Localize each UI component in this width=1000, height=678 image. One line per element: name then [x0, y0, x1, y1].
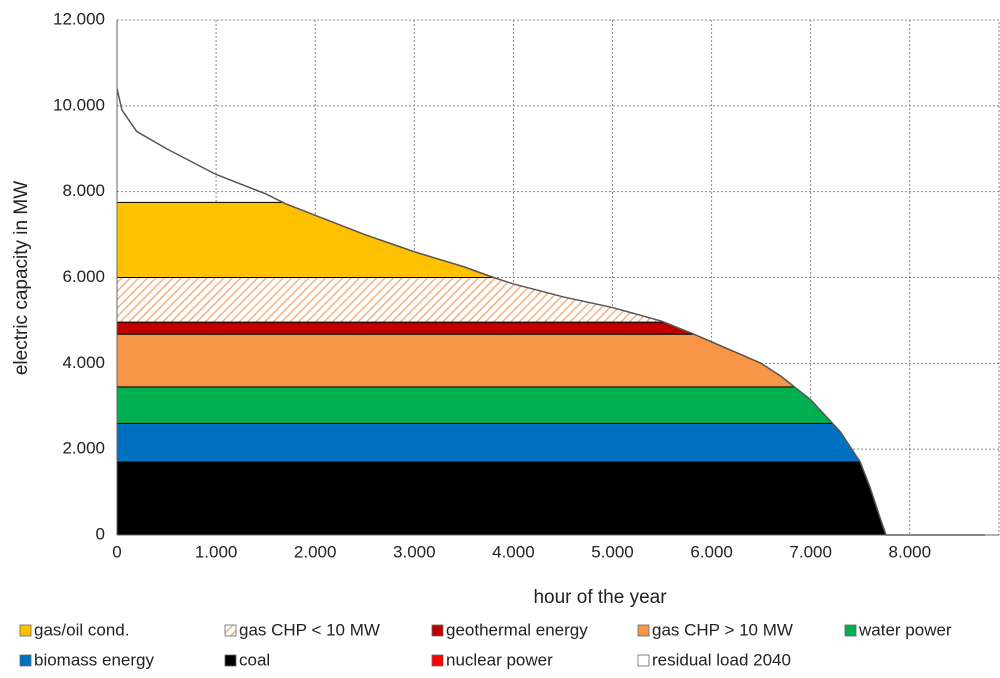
y-tick-label: 4.000	[62, 353, 105, 372]
y-tick-label: 2.000	[62, 439, 105, 458]
x-axis-label: hour of the year	[533, 587, 667, 608]
y-axis-label: electric capacity in MW	[11, 181, 32, 375]
legend-label: gas/oil cond.	[34, 620, 129, 639]
legend-swatch	[431, 624, 444, 637]
legend-label: residual load 2040	[652, 650, 791, 669]
legend-label: biomass energy	[34, 650, 155, 669]
legend-swatch	[637, 624, 650, 637]
x-tick-label: 8.000	[889, 542, 932, 561]
x-tick-label: 0	[112, 542, 121, 561]
legend-swatch	[431, 654, 444, 667]
legend-swatch	[19, 624, 32, 637]
legend-swatch	[844, 624, 857, 637]
x-tick-label: 6.000	[690, 542, 733, 561]
legend-label: nuclear power	[446, 650, 553, 669]
legend-label: water power	[858, 620, 952, 639]
residual-load-line	[116, 88, 986, 536]
y-tick-label: 6.000	[62, 267, 105, 286]
x-tick-label: 3.000	[393, 542, 436, 561]
legend-swatch	[637, 654, 650, 667]
legend-label: geothermal energy	[446, 620, 588, 639]
y-tick-label: 10.000	[53, 95, 105, 114]
y-tick-label: 8.000	[62, 181, 105, 200]
legend-label: coal	[239, 650, 270, 669]
x-tick-label: 1.000	[195, 542, 238, 561]
legend-swatch	[19, 654, 32, 667]
legend-label: gas CHP < 10 MW	[239, 620, 380, 639]
x-tick-label: 5.000	[591, 542, 634, 561]
y-tick-label: 0	[96, 524, 105, 543]
band	[117, 461, 986, 536]
legend-swatch	[224, 624, 237, 637]
x-tick-label: 4.000	[492, 542, 535, 561]
legend-label: gas CHP > 10 MW	[652, 620, 793, 639]
x-tick-label: 2.000	[294, 542, 337, 561]
legend-swatch	[224, 654, 237, 667]
y-tick-label: 12.000	[53, 9, 105, 28]
x-tick-label: 7.000	[789, 542, 832, 561]
